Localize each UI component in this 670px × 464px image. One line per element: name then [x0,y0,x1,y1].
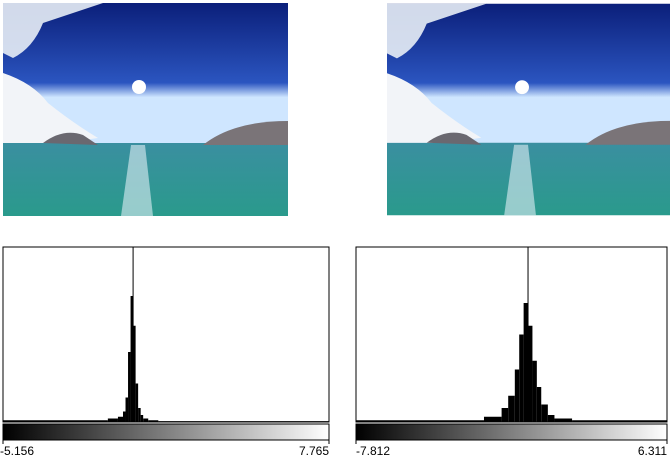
histogram-bar [532,361,536,422]
histogram-bar [515,370,519,423]
histogram-bar [484,417,502,422]
image-right [387,4,670,216]
histogram-bar [141,415,144,422]
histogram-bar [128,352,131,422]
histogram-bar [528,326,532,422]
histogram-bar [572,420,667,422]
histogram-frame [3,247,329,422]
histogram-bar [126,398,129,423]
histogram-bar [108,419,118,423]
histogram-bar [158,421,329,422]
gray-scale-bar [356,424,667,440]
x-tick-label: 7.765 [299,444,329,458]
histogram-bar [508,396,515,422]
gray-scale-bar [3,424,329,440]
x-tick-label: -7.812 [356,444,390,458]
histogram-bar [3,420,108,422]
image-left [3,3,288,216]
histogram-bar [537,387,541,422]
histogram-bar [548,415,555,422]
histogram-bar [143,419,148,423]
histogram-bar [136,384,139,423]
histogram-bar [519,335,523,423]
screen: -5.156 7.765 -7.812 6.311 [0,0,670,464]
histogram-bar [356,420,484,422]
histogram-bar [502,408,509,422]
page: {"chart_data": [ {"type": "histogram", "… [0,0,670,464]
histogram-bar [554,419,572,423]
histogram-bar [138,408,141,422]
x-tick-label: -5.156 [0,444,34,458]
histogram-bar [524,303,528,422]
histogram-bar [123,412,126,423]
histogram-bar [541,405,548,423]
histogram-bar [118,417,123,422]
histogram-bar [148,420,158,422]
x-tick-label: 6.311 [638,444,667,458]
